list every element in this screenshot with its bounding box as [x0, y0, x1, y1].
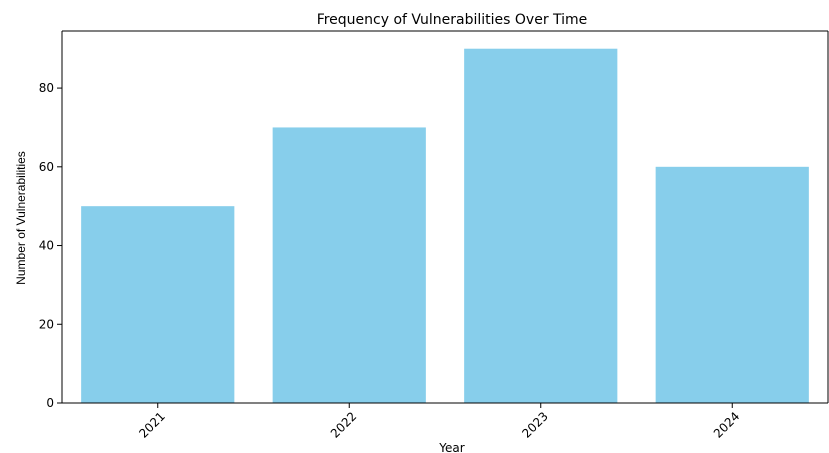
bar-2024 [655, 166, 809, 403]
x-axis-title: Year [438, 441, 464, 453]
y-axis-title: Number of Vulnerabilities [14, 151, 28, 285]
x-tick-label: 2023 [519, 409, 550, 440]
y-tick-label: 60 [39, 160, 54, 174]
bars-group [81, 48, 809, 403]
x-tick-label: 2021 [136, 409, 167, 440]
y-tick-label: 80 [39, 81, 54, 95]
y-tick-label: 0 [46, 396, 54, 410]
bar-2022 [272, 127, 426, 403]
bar-2023 [464, 48, 618, 403]
x-tick-label: 2022 [328, 409, 359, 440]
y-tick-label: 40 [39, 239, 54, 253]
x-axis-ticks: 2021 2022 2023 2024 [136, 403, 742, 441]
y-tick-label: 20 [39, 317, 54, 331]
y-axis-ticks: 0 20 40 60 80 [39, 81, 62, 410]
chart-title: Frequency of Vulnerabilities Over Time [317, 12, 588, 28]
bar-2021 [81, 206, 235, 403]
x-tick-label: 2024 [711, 409, 742, 440]
